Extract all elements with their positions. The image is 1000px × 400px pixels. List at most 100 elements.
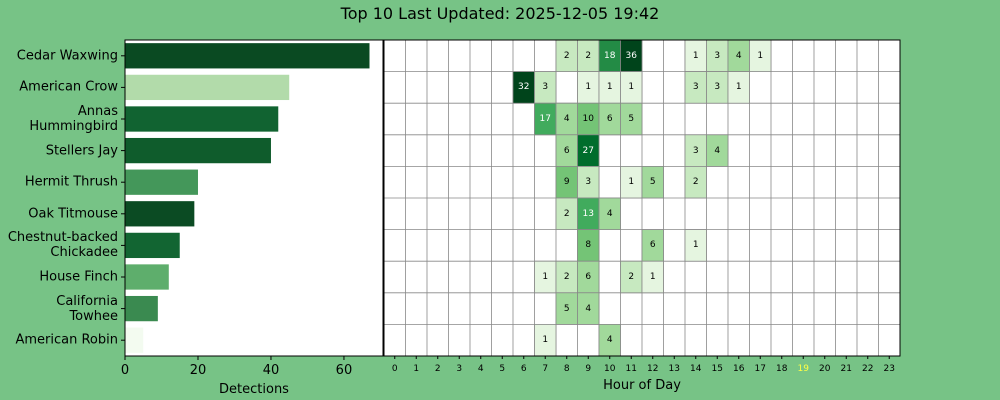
cell-label: 1 bbox=[542, 335, 549, 346]
cell-label: 1 bbox=[649, 272, 656, 282]
cell-label: 2 bbox=[563, 50, 570, 61]
x-tick-label: 60 bbox=[335, 363, 353, 378]
x-tick-label: 8 bbox=[563, 364, 570, 374]
cell-label: 2 bbox=[692, 177, 699, 188]
cell-label: 4 bbox=[735, 50, 742, 61]
cell-label: 3 bbox=[542, 82, 549, 93]
x-tick-label: 9 bbox=[585, 364, 592, 374]
cell-label: 1 bbox=[542, 272, 549, 282]
y-tick-label: Oak Titmouse bbox=[28, 206, 118, 222]
x-tick-label: 2 bbox=[434, 364, 441, 374]
y-tick-label: Annas Hummingbird bbox=[29, 104, 118, 134]
bar bbox=[125, 43, 370, 69]
cell-label: 5 bbox=[563, 303, 570, 314]
x-tick-label: 16 bbox=[733, 364, 745, 374]
cell-label: 4 bbox=[585, 303, 592, 314]
x-tick-label: 21 bbox=[840, 364, 852, 374]
bar bbox=[125, 106, 279, 132]
cell-label: 10 bbox=[582, 114, 594, 124]
x-tick-label: 22 bbox=[862, 364, 874, 374]
cell-label: 1 bbox=[692, 50, 699, 61]
x-tick-label: 3 bbox=[456, 364, 463, 374]
heat-cell bbox=[577, 292, 600, 325]
x-tick-label: 5 bbox=[499, 364, 506, 374]
cell-label: 9 bbox=[563, 177, 570, 188]
bar bbox=[125, 264, 169, 290]
cell-label: 17 bbox=[539, 114, 551, 124]
cell-label: 6 bbox=[585, 272, 592, 282]
cell-label: 6 bbox=[563, 145, 570, 156]
heat-cell bbox=[641, 165, 664, 199]
cell-label: 18 bbox=[604, 50, 616, 61]
cell-label: 3 bbox=[585, 177, 592, 188]
cell-label: 5 bbox=[649, 177, 656, 188]
bar bbox=[125, 327, 144, 353]
x-axis-label: Hour of Day bbox=[603, 378, 681, 393]
x-tick-label: 20 bbox=[819, 364, 831, 374]
x-tick-label: 17 bbox=[754, 364, 766, 374]
cell-label: 1 bbox=[735, 82, 742, 93]
cell-label: 1 bbox=[757, 50, 764, 61]
y-tick-label: Chestnut-backed Chickadee bbox=[7, 230, 118, 261]
heat-cell bbox=[598, 197, 621, 231]
x-tick-label: 15 bbox=[711, 364, 723, 374]
x-tick-label: 40 bbox=[262, 363, 280, 378]
x-tick-label: 13 bbox=[668, 364, 680, 374]
cell-label: 2 bbox=[563, 208, 570, 219]
cell-label: 3 bbox=[714, 82, 721, 93]
x-tick-label: 6 bbox=[520, 364, 527, 374]
cell-label: 3 bbox=[692, 82, 699, 93]
cell-label: 1 bbox=[628, 177, 635, 188]
x-tick-label: 12 bbox=[647, 364, 659, 374]
heat-cell bbox=[641, 260, 664, 294]
x-tick-label: 14 bbox=[690, 364, 702, 374]
cell-label: 27 bbox=[582, 145, 594, 156]
x-tick-label: 0 bbox=[120, 363, 130, 378]
cell-label: 4 bbox=[606, 335, 613, 346]
heat-cell bbox=[706, 134, 729, 167]
cell-label: 2 bbox=[563, 272, 570, 282]
y-tick-label: House Finch bbox=[39, 269, 118, 285]
cell-label: 3 bbox=[692, 145, 699, 156]
x-tick-label: 10 bbox=[604, 364, 616, 374]
cell-label: 1 bbox=[606, 82, 613, 93]
bar bbox=[125, 74, 290, 101]
heat-cell bbox=[684, 229, 707, 262]
cell-label: 5 bbox=[628, 114, 635, 124]
heat-cell bbox=[620, 102, 643, 136]
cell-label: 4 bbox=[714, 145, 721, 156]
heat-cell bbox=[727, 71, 750, 104]
cell-label: 4 bbox=[563, 114, 570, 124]
heat-cell bbox=[684, 165, 707, 199]
axes-frame bbox=[124, 39, 384, 357]
y-tick-label: American Crow bbox=[19, 79, 118, 95]
x-tick-label: 7 bbox=[542, 364, 549, 374]
bar bbox=[125, 137, 271, 164]
x-axis-label: Detections bbox=[219, 382, 289, 397]
bar bbox=[125, 201, 195, 227]
x-tick-label: 23 bbox=[883, 364, 895, 374]
cell-label: 36 bbox=[625, 50, 637, 61]
cell-label: 32 bbox=[518, 82, 530, 93]
y-tick-label: Stellers Jay bbox=[45, 143, 118, 159]
x-tick-label: 4 bbox=[477, 364, 484, 374]
bar bbox=[125, 295, 158, 322]
y-tick-label: American Robin bbox=[15, 332, 118, 348]
bar bbox=[125, 169, 198, 195]
x-tick-label: 0 bbox=[391, 364, 398, 374]
cell-label: 4 bbox=[606, 208, 613, 219]
x-tick-label: 18 bbox=[776, 364, 788, 374]
chart-title: Top 10 Last Updated: 2025-12-05 19:42 bbox=[340, 4, 660, 23]
cell-label: 6 bbox=[606, 114, 613, 124]
cell-label: 1 bbox=[628, 82, 635, 93]
axes-frame bbox=[383, 39, 901, 357]
cell-label: 13 bbox=[582, 208, 594, 219]
y-tick-label: Hermit Thrush bbox=[24, 174, 118, 190]
cell-label: 6 bbox=[649, 240, 656, 251]
x-tick-label: 1 bbox=[413, 364, 420, 374]
x-tick-label: 11 bbox=[625, 364, 637, 374]
x-tick-label: 20 bbox=[189, 363, 207, 378]
y-tick-label: California Towhee bbox=[56, 293, 118, 324]
cell-label: 2 bbox=[585, 50, 592, 61]
